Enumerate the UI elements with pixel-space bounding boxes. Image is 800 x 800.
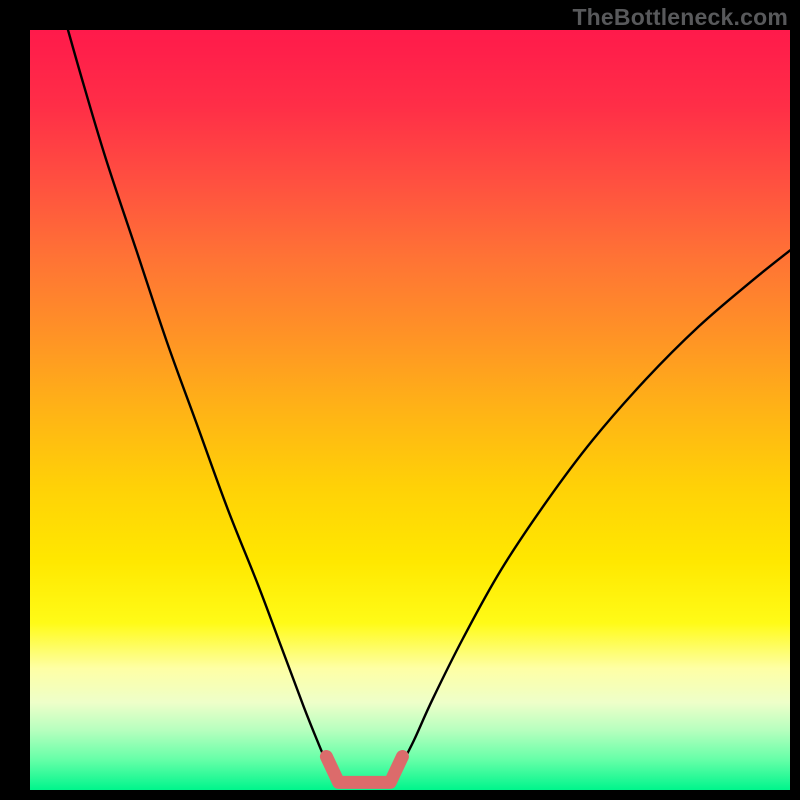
bottleneck-chart xyxy=(0,0,800,800)
frame-bottom xyxy=(0,790,800,800)
frame-left xyxy=(0,0,30,800)
frame-right xyxy=(790,0,800,800)
frame-top xyxy=(0,0,800,30)
chart-container: TheBottleneck.com xyxy=(0,0,800,800)
gradient-background xyxy=(30,30,790,790)
